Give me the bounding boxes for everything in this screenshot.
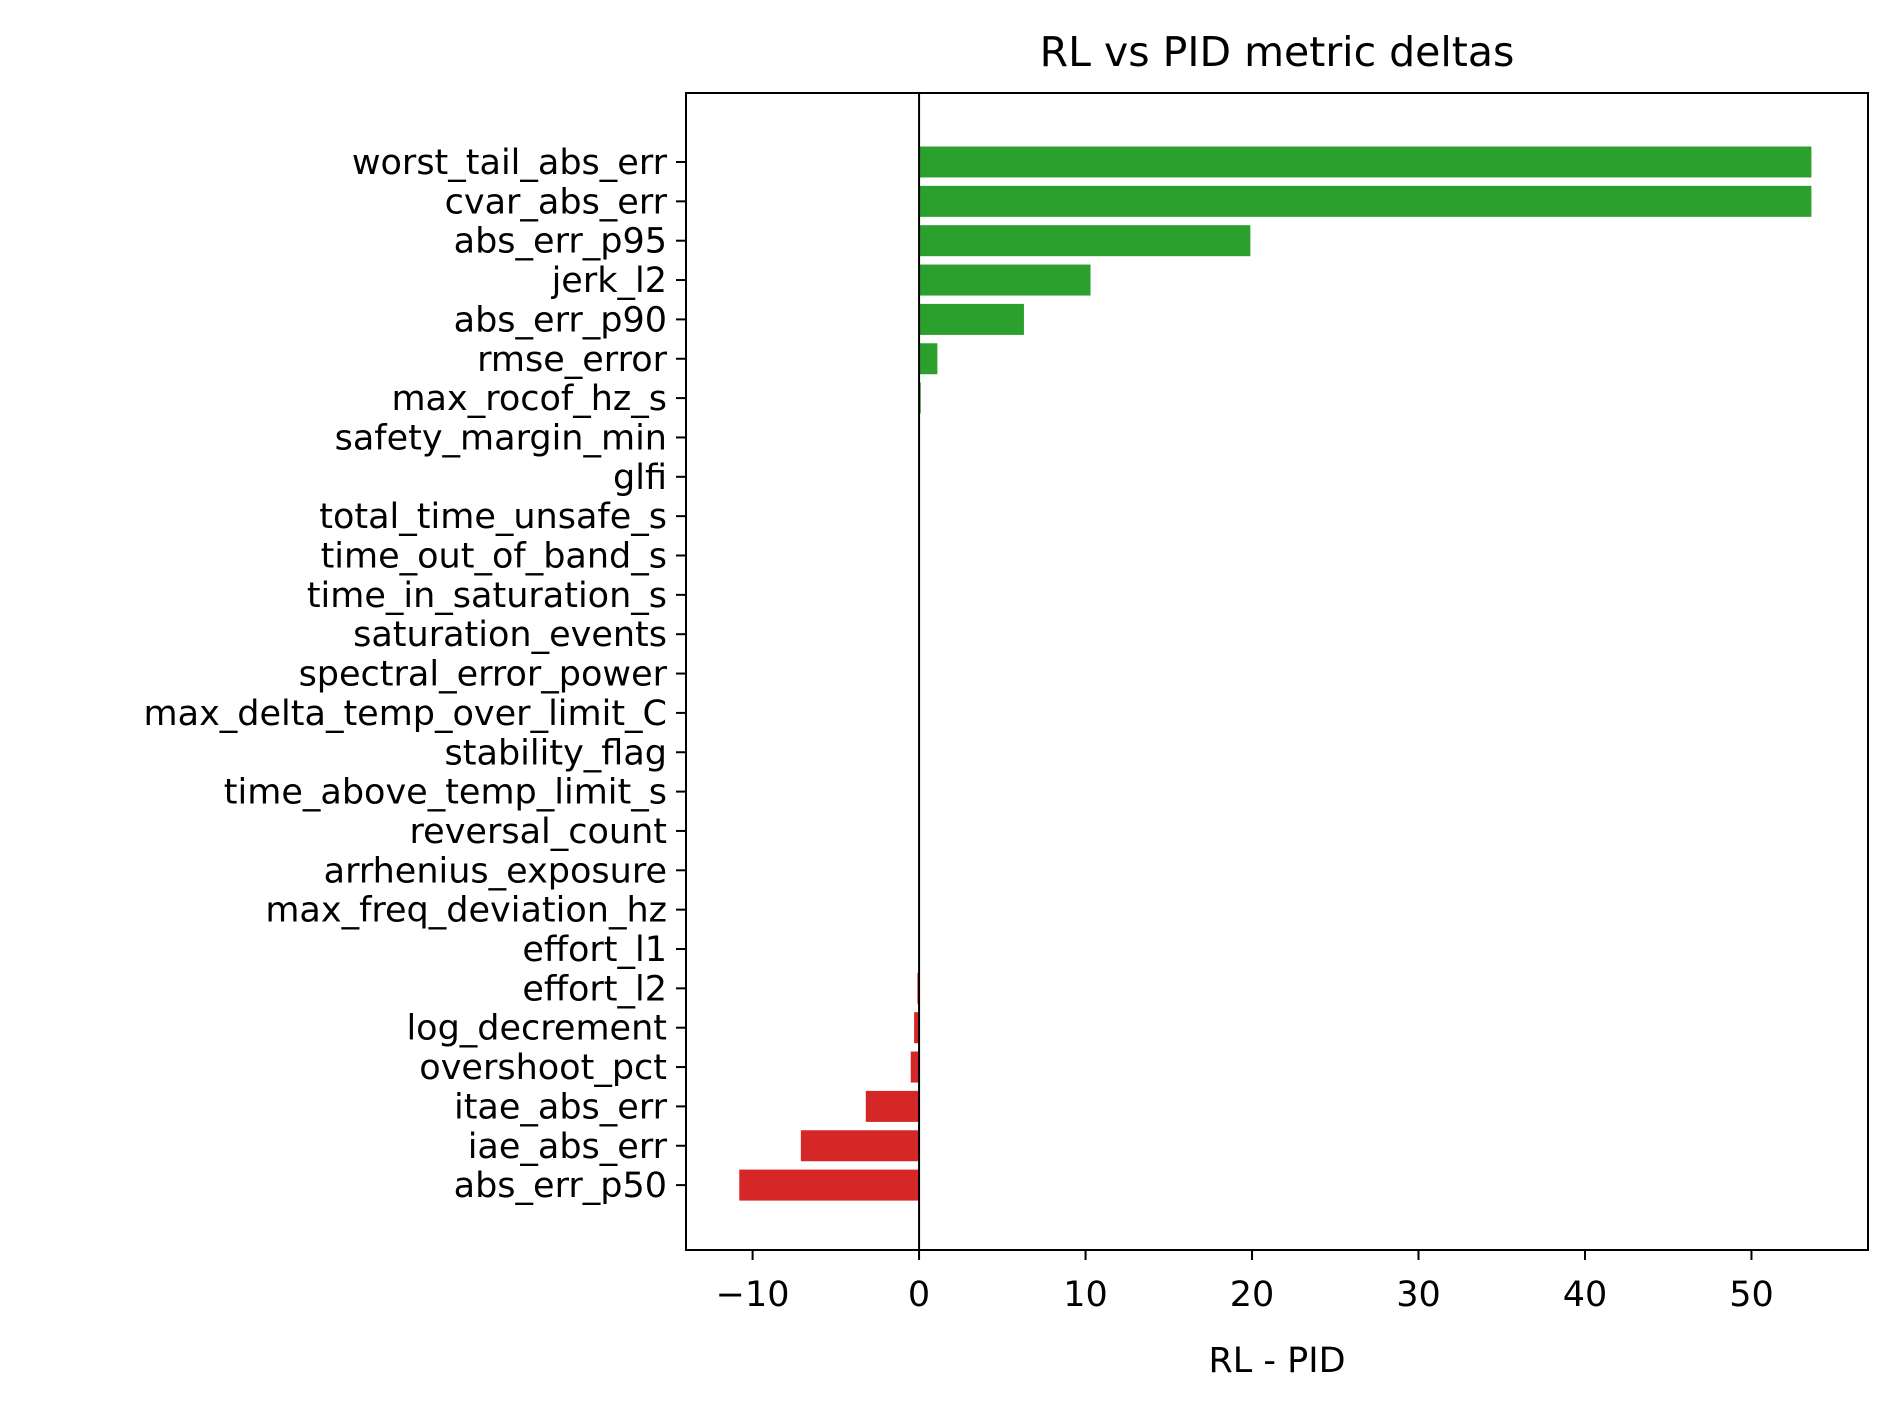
y-tick-label: time_out_of_band_s <box>321 537 667 577</box>
y-tick-label: iae_abs_err <box>468 1127 668 1167</box>
y-tick-label: safety_margin_min <box>335 418 667 458</box>
x-tick-label: 30 <box>1396 1275 1441 1315</box>
bars-group <box>739 146 1812 1201</box>
bar-itae_abs_err <box>865 1090 920 1122</box>
y-tick-label: jerk_l2 <box>551 261 667 301</box>
bar-abs_err_p95 <box>919 225 1251 257</box>
x-tick-label: 50 <box>1729 1275 1774 1315</box>
y-tick-label: abs_err_p50 <box>454 1166 667 1206</box>
x-tick-label: −10 <box>716 1275 790 1315</box>
y-tick-label: overshoot_pct <box>419 1048 667 1088</box>
plot-frame <box>685 92 1869 1251</box>
y-tick-label: abs_err_p90 <box>454 300 667 340</box>
bar-overshoot_pct <box>910 1051 920 1083</box>
chart-title: RL vs PID metric deltas <box>1040 28 1515 76</box>
y-tick-label: effort_l1 <box>522 930 667 970</box>
y-tick-label: max_delta_temp_over_limit_C <box>144 694 667 734</box>
y-tick-label: spectral_error_power <box>299 655 668 695</box>
x-tick-label: 40 <box>1563 1275 1608 1315</box>
x-tick-label: 10 <box>1063 1275 1108 1315</box>
y-tick-label: stability_flag <box>445 733 667 773</box>
y-tick-label: reversal_count <box>410 812 667 852</box>
y-tick-label: max_freq_deviation_hz <box>265 891 667 931</box>
y-tick-label: rmse_error <box>477 340 667 380</box>
bar-jerk_l2 <box>919 264 1091 296</box>
x-axis-label: RL - PID <box>1208 1341 1345 1381</box>
y-tick-label: glfi <box>613 458 667 498</box>
x-tick-label: 0 <box>908 1275 930 1315</box>
y-axis: worst_tail_abs_errcvar_abs_errabs_err_p9… <box>144 143 686 1206</box>
y-tick-label: itae_abs_err <box>454 1087 668 1127</box>
bar-abs_err_p50 <box>739 1169 920 1201</box>
y-tick-label: max_rocof_hz_s <box>391 379 667 419</box>
y-tick-label: cvar_abs_err <box>445 182 668 222</box>
x-tick-label: 20 <box>1230 1275 1275 1315</box>
bar-worst_tail_abs_err <box>919 146 1812 178</box>
x-axis: −10 0 10 20 30 40 50 <box>716 1250 1774 1315</box>
bar-cvar_abs_err <box>919 185 1812 217</box>
y-tick-label: effort_l2 <box>522 969 667 1009</box>
y-tick-label: worst_tail_abs_err <box>352 143 668 183</box>
bar-log_decrement <box>914 1012 920 1044</box>
y-tick-label: arrhenius_exposure <box>324 851 667 891</box>
y-tick-label: total_time_unsafe_s <box>319 497 667 537</box>
y-tick-label: time_above_temp_limit_s <box>224 773 667 813</box>
y-tick-label: abs_err_p95 <box>454 222 667 262</box>
y-tick-label: saturation_events <box>353 615 667 655</box>
y-tick-label: time_in_saturation_s <box>307 576 667 616</box>
bar-abs_err_p90 <box>919 303 1024 335</box>
bar-iae_abs_err <box>800 1130 920 1162</box>
bar-rmse_error <box>919 343 938 375</box>
y-tick-label: log_decrement <box>406 1009 667 1049</box>
